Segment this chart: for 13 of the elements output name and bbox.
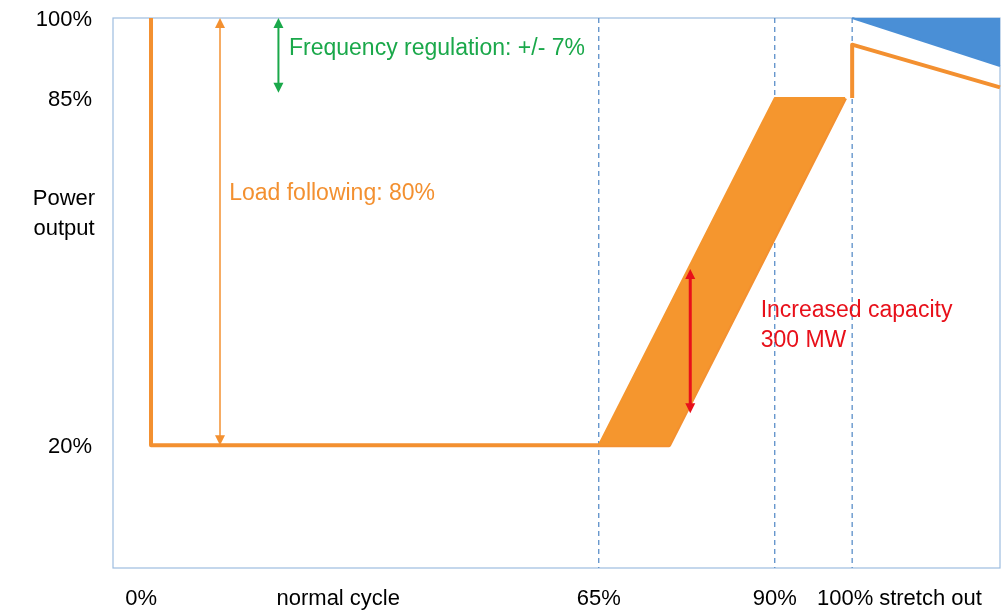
y-tick-label: 85% [47, 85, 92, 111]
annotation: Frequency regulation: +/- 7% [288, 34, 585, 61]
y-tick-label: 20% [47, 432, 92, 458]
y-tick-label: 100% [35, 5, 92, 31]
text: normal cycle [276, 585, 401, 610]
x-tick-label: 100% [816, 585, 874, 610]
x-tick-label: 65% [576, 585, 621, 610]
annotation: Increased capacity 300 MW [760, 296, 953, 353]
x-tick-label: 90% [752, 585, 797, 610]
annotation: Load following: 80% [229, 178, 436, 205]
y-axis-title: Power output [32, 185, 96, 240]
text: stretch out [879, 585, 982, 610]
x-tick-label: 0% [125, 585, 158, 610]
